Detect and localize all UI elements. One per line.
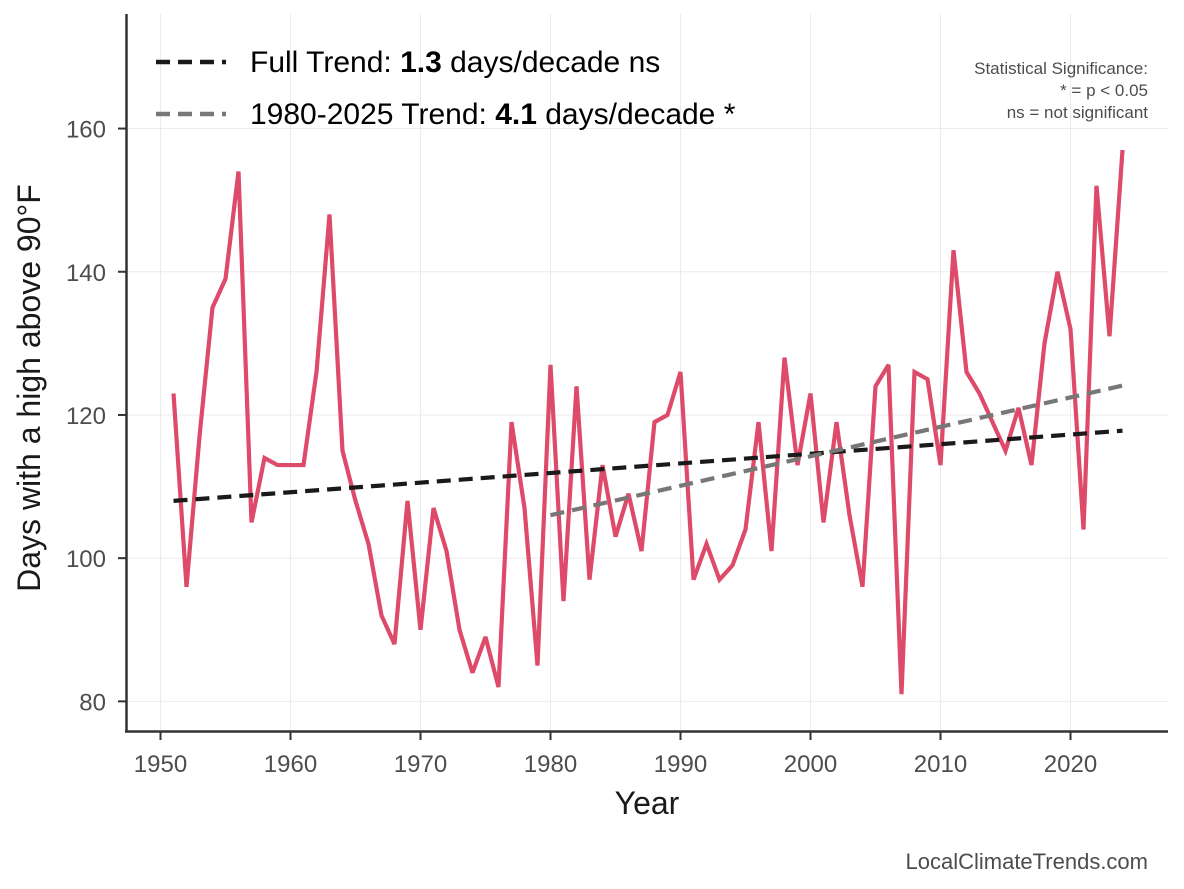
- y-tick-label: 140: [66, 260, 106, 287]
- x-tick-label: 2010: [914, 751, 967, 778]
- x-tick-label: 2000: [784, 751, 837, 778]
- y-tick-label: 100: [66, 546, 106, 573]
- x-tick-label: 1980: [524, 751, 577, 778]
- x-tick-label: 2020: [1044, 751, 1097, 778]
- x-tick-label: 1970: [394, 751, 447, 778]
- y-ticks: 80 100 120 140 160: [66, 117, 126, 716]
- trend-line-full-trend: [173, 428, 1123, 503]
- y-tick-label: 80: [79, 689, 106, 716]
- legend-label-full-trend: Full Trend: 1.3 days/decade ns: [250, 46, 660, 79]
- axes: [125, 14, 1168, 733]
- x-tick-label: 1950: [134, 751, 187, 778]
- trend-lines: [173, 383, 1123, 518]
- x-ticks: 1950 1960 1970 1980 1990 2000 2010 2020: [134, 732, 1097, 778]
- data-series: [171, 149, 1125, 695]
- x-tick-label: 1960: [264, 751, 317, 778]
- legend: Full Trend: 1.3 days/decade ns 1980-2025…: [156, 46, 736, 131]
- legend-label-1980-2025-trend: 1980-2025 Trend: 4.1 days/decade *: [250, 98, 736, 131]
- y-tick-label: 120: [66, 403, 106, 430]
- x-tick-label: 1990: [654, 751, 707, 778]
- significance-p-value: * = p < 0.05: [1060, 81, 1148, 100]
- source-credit: LocalClimateTrends.com: [906, 849, 1149, 874]
- trend-line-1980-2025-trend: [550, 383, 1123, 518]
- significance-ns: ns = not significant: [1007, 103, 1149, 122]
- series-line-annual-days-above-90-f: [171, 149, 1125, 695]
- x-axis-title: Year: [615, 785, 680, 821]
- y-tick-label: 160: [66, 117, 106, 144]
- significance-title: Statistical Significance:: [974, 59, 1148, 78]
- legend-entry-1980-2025-trend: 1980-2025 Trend: 4.1 days/decade *: [156, 98, 736, 131]
- legend-entry-full-trend: Full Trend: 1.3 days/decade ns: [156, 46, 660, 79]
- y-axis-title: Days with a high above 90°F: [11, 184, 47, 592]
- significance-note: Statistical Significance: * = p < 0.05 n…: [974, 59, 1148, 122]
